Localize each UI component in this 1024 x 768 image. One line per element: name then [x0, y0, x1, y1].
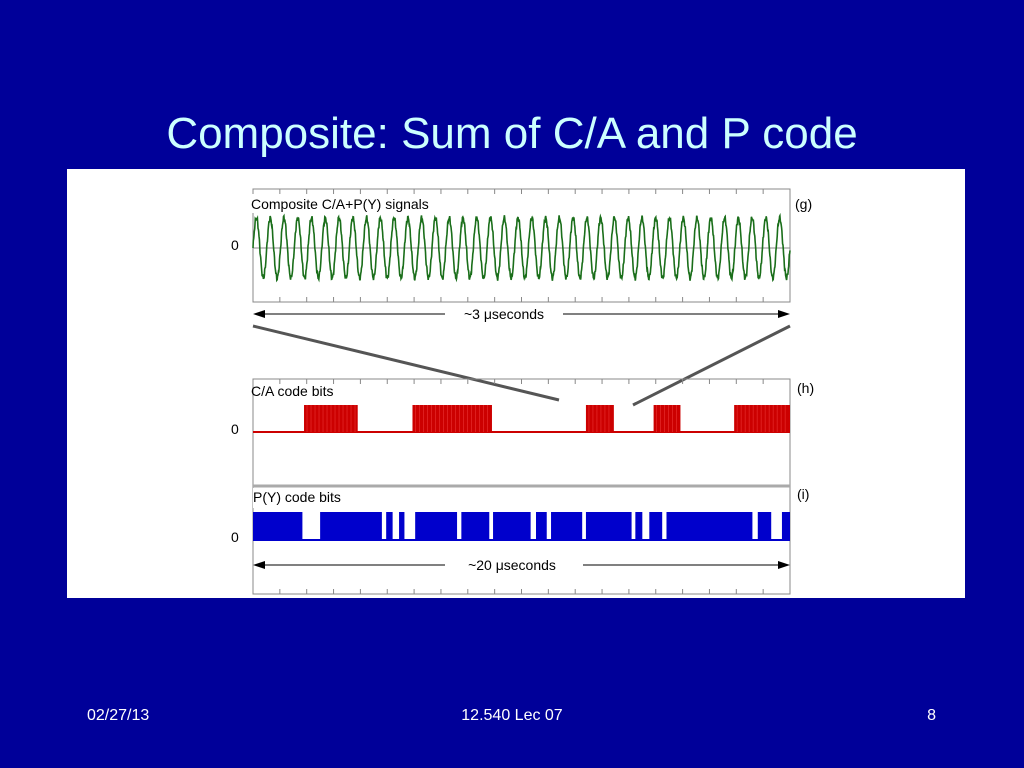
- bit-block: [585, 405, 614, 432]
- panel-composite: Composite C/A+P(Y) signals (g) 0 ~3 μsec…: [231, 188, 812, 322]
- bit-block: [635, 512, 643, 540]
- composite-span-arrow-right: [778, 310, 790, 318]
- composite-ticks: [279, 189, 764, 302]
- bit-block: [781, 512, 790, 540]
- slide-title: Composite: Sum of C/A and P code: [166, 109, 858, 158]
- zoom-connector-left: [252, 324, 560, 402]
- bit-block: [253, 512, 303, 540]
- composite-title-backdrop: [250, 194, 476, 213]
- py-span-arrow-right: [778, 561, 790, 569]
- panel-py-code: P(Y) code bits (i) 0 ~20 μseconds: [231, 486, 809, 573]
- bit-block: [535, 512, 547, 540]
- bit-block: [320, 512, 382, 540]
- bit-block: [649, 512, 663, 540]
- bit-block: [585, 512, 632, 540]
- py-panel-tag: (i): [797, 486, 809, 502]
- footer-page-number: 8: [927, 707, 936, 724]
- bit-block: [412, 405, 492, 432]
- composite-title: Composite C/A+P(Y) signals: [251, 196, 429, 212]
- composite-span-arrow-left: [253, 310, 265, 318]
- ca-title: C/A code bits: [251, 383, 334, 399]
- bit-block: [757, 512, 772, 540]
- composite-zero-label: 0: [231, 237, 239, 253]
- ca-zero-label: 0: [231, 421, 239, 437]
- footer-date: 02/27/13: [87, 707, 150, 724]
- ca-bit-blocks: [253, 405, 790, 433]
- py-zero-label: 0: [231, 529, 239, 545]
- bit-block: [666, 512, 753, 540]
- bits-ticks: [279, 379, 764, 594]
- py-bit-blocks: [253, 512, 790, 541]
- bit-block: [461, 512, 490, 540]
- composite-waveform: [252, 212, 791, 283]
- bit-block: [653, 405, 681, 432]
- panel-ca-code: C/A code bits (h) 0: [231, 380, 814, 437]
- py-span-label: ~20 μseconds: [468, 557, 556, 573]
- composite-span-label: ~3 μseconds: [464, 306, 544, 322]
- signal-diagram: Composite C/A+P(Y) signals (g) 0 ~3 μsec…: [231, 188, 814, 595]
- zoom-connector-right: [632, 324, 791, 407]
- bit-block: [399, 512, 405, 540]
- bit-block: [551, 512, 583, 540]
- bit-block: [386, 512, 393, 540]
- py-title-backdrop: [253, 488, 361, 508]
- bit-block: [493, 512, 531, 540]
- ca-panel-tag: (h): [797, 380, 814, 396]
- bit-block: [415, 512, 458, 540]
- bit-block: [734, 405, 790, 432]
- composite-panel-tag: (g): [795, 196, 812, 212]
- footer-course: 12.540 Lec 07: [461, 707, 563, 724]
- py-title: P(Y) code bits: [253, 489, 341, 505]
- figure-panel: Composite C/A+P(Y) signals (g) 0 ~3 μsec…: [67, 169, 965, 598]
- py-span-arrow-left: [253, 561, 265, 569]
